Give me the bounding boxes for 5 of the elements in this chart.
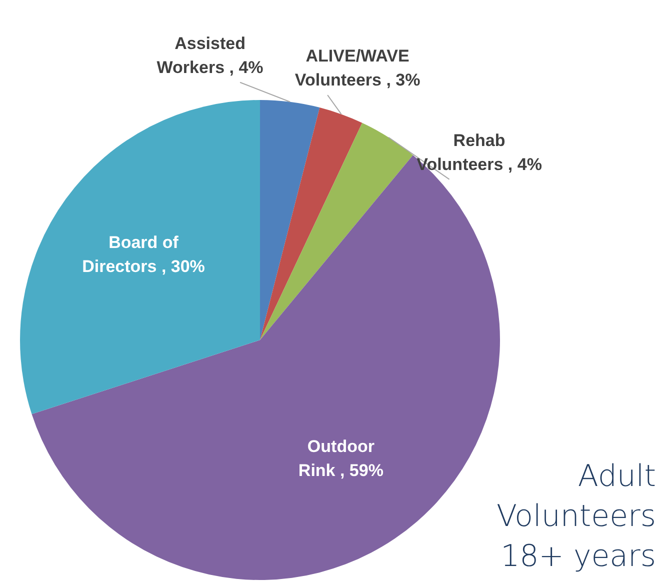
slice-label: ALIVE/WAVE Volunteers , 3% <box>294 46 420 90</box>
slice-label: Board of Directors , 30% <box>82 233 205 276</box>
slice-label: Outdoor Rink , 59% <box>298 436 384 480</box>
slice-label: Assisted Workers , 4% <box>156 34 264 78</box>
text: Adult Volunteers 18+ years <box>495 458 656 576</box>
